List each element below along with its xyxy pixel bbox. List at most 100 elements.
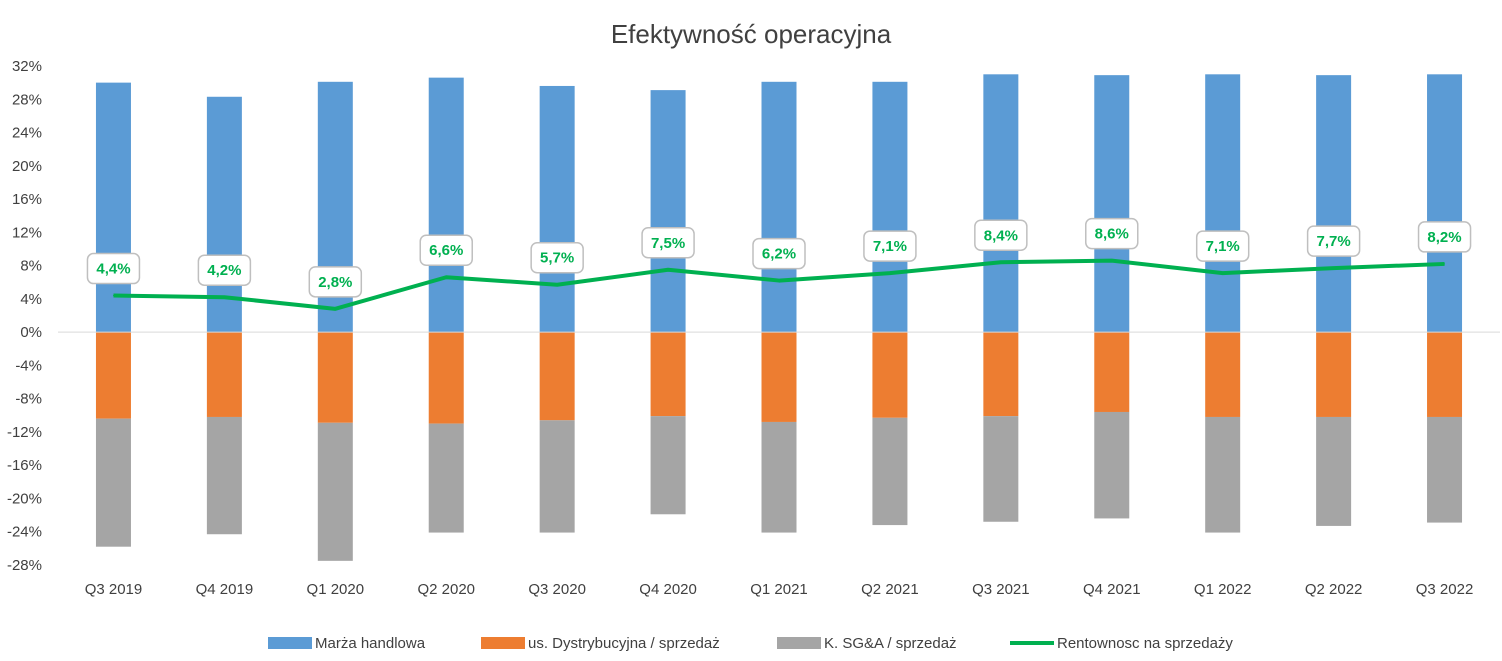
y-tick-label: 20% [12,158,42,175]
bar-mar-a-handlowa [1316,75,1352,333]
legend-swatch [481,637,525,649]
x-tick-label: Q2 2022 [1305,581,1363,598]
data-label: 8,6% [1095,226,1129,243]
legend-item: Rentownosc na sprzedaży [1010,635,1233,652]
y-tick-label: -20% [7,490,42,507]
bar-mar-a-handlowa [95,82,131,333]
data-label-box [197,254,252,286]
data-label-box [863,230,917,262]
data-label-box [1417,221,1472,253]
data-label: 7,7% [1317,233,1351,250]
bar-us-dystrybucyjna-sprzeda [872,332,908,418]
bar-k-sg-a-sprzeda [761,421,797,533]
line-point [445,276,447,278]
y-tick-label: 24% [12,125,42,142]
x-tick-label: Q3 2021 [972,581,1030,598]
data-label: 7,1% [873,238,907,255]
x-tick-label: Q3 2022 [1416,581,1474,598]
x-tick-label: Q1 2022 [1194,581,1252,598]
line-point [778,280,780,282]
legend-item: Marża handlowa [268,635,426,652]
bar-mar-a-handlowa [1205,74,1241,333]
legend-swatch [777,637,821,649]
data-label: 4,4% [96,261,130,278]
data-label-box [419,234,473,266]
data-labels: 4,4% 4,2% 2,8% 6,6% 5,7% 7,5% 6,2% 7,1% 8,4% 8,6%… [86,217,1472,298]
line-point [1111,260,1113,262]
data-label: 2,8% [318,274,352,291]
y-tick-label: -4% [15,357,42,374]
bar-mar-a-handlowa [539,85,575,333]
y-tick-label: 12% [12,224,42,241]
data-label-box [974,219,1028,252]
chart-title: Efektywność operacyjna [611,19,892,49]
bar-us-dystrybucyjna-sprzeda [1427,332,1463,417]
y-tick-label: -28% [7,557,42,574]
bar-us-dystrybucyjna-sprzeda [983,332,1019,417]
y-axis: 32% 28% 24% 20% 16% 12% 8% 4% 0% -4% -8% -12% -16% -2… [7,58,42,574]
bar-us-dystrybucyjna-sprzeda [206,332,242,417]
bar-us-dystrybucyjna-sprzeda [1205,332,1241,417]
y-tick-label: 28% [12,91,42,108]
bar-us-dystrybucyjna-sprzeda [650,332,686,417]
data-label-box [752,237,806,270]
legend-label: Marża handlowa [315,635,426,652]
bar-mar-a-handlowa [206,96,242,333]
line-point [1222,272,1224,274]
y-tick-label: 8% [20,258,42,275]
bar-mar-a-handlowa [761,81,797,333]
bars [95,74,1463,561]
legend-swatch [268,637,312,649]
bar-k-sg-a-sprzeda [317,422,353,561]
bar-k-sg-a-sprzeda [1094,411,1130,519]
legend-item: us. Dystrybucyjna / sprzedaż [481,635,720,652]
bar-us-dystrybucyjna-sprzeda [539,332,575,421]
data-label: 8,4% [984,227,1018,244]
x-tick-label: Q1 2020 [307,581,365,598]
bar-mar-a-handlowa [650,90,686,333]
data-label: 7,5% [651,235,685,252]
legend-label: K. SG&A / sprzedaż [824,635,957,652]
bar-mar-a-handlowa [983,74,1019,333]
data-label-box [641,227,695,259]
x-tick-label: Q3 2019 [85,581,143,598]
x-tick-label: Q1 2021 [750,581,808,598]
line-point [334,308,336,310]
bar-k-sg-a-sprzeda [206,416,242,535]
data-label-box [1085,217,1139,250]
bar-k-sg-a-sprzeda [95,418,131,547]
data-label-box [1306,225,1361,257]
bar-k-sg-a-sprzeda [872,417,908,526]
x-tick-label: Q2 2021 [861,581,919,598]
bar-k-sg-a-sprzeda [428,423,464,533]
bar-mar-a-handlowa [872,81,908,333]
line-point [223,296,225,298]
data-label: 4,2% [207,262,241,279]
bar-us-dystrybucyjna-sprzeda [1316,332,1352,417]
bar-us-dystrybucyjna-sprzeda [1094,332,1130,412]
bar-us-dystrybucyjna-sprzeda [317,332,353,423]
y-tick-label: -12% [7,424,42,441]
x-axis: Q3 2019 Q4 2019 Q1 2020 Q2 2020 Q3 2020 Q4 20… [85,581,1474,598]
data-label: 6,2% [762,246,796,263]
data-label: 5,7% [540,250,574,267]
bar-mar-a-handlowa [1427,74,1463,333]
line-point [1444,263,1446,265]
y-tick-label: 16% [12,191,42,208]
line-point [667,269,669,271]
bar-us-dystrybucyjna-sprzeda [428,332,464,424]
bar-k-sg-a-sprzeda [650,416,686,515]
bar-k-sg-a-sprzeda [1316,416,1352,526]
bar-k-sg-a-sprzeda [1205,416,1241,533]
legend-label: Rentownosc na sprzedaży [1057,635,1233,652]
y-tick-label: 32% [12,58,42,75]
data-label: 6,6% [429,242,463,259]
y-tick-label: 0% [20,324,42,341]
line-point [1000,261,1002,263]
data-label-box [308,266,363,298]
x-tick-label: Q4 2021 [1083,581,1141,598]
bar-us-dystrybucyjna-sprzeda [95,332,131,419]
data-label-box [530,241,584,274]
data-label: 8,2% [1427,229,1461,246]
